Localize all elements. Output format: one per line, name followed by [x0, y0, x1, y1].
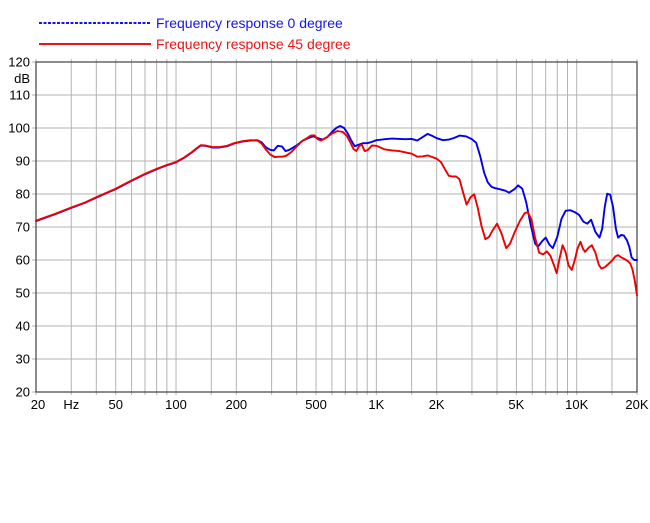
- x-tick-label: 20K: [625, 397, 648, 412]
- legend-line-0-degree-icon: [39, 22, 151, 24]
- legend-line-45-degree-icon: [39, 43, 151, 45]
- y-tick-label: 50: [16, 286, 30, 301]
- y-tick-label: 60: [16, 253, 30, 268]
- legend-item-45-degree: Frequency response 45 degree: [39, 36, 351, 52]
- legend-label-45-degree: Frequency response 45 degree: [156, 36, 351, 52]
- legend-item-0-degree: Frequency response 0 degree: [39, 15, 343, 31]
- x-tick-label: 500: [305, 397, 327, 412]
- x-tick-label: 20: [31, 397, 45, 412]
- y-tick-label: 30: [16, 352, 30, 367]
- x-tick-label: 100: [165, 397, 187, 412]
- x-tick-label: 200: [225, 397, 247, 412]
- y-tick-label: 70: [16, 220, 30, 235]
- x-tick-label: Hz: [63, 397, 79, 412]
- y-tick-label: 20: [16, 385, 30, 400]
- plot-border: [35, 61, 638, 393]
- x-tick-label: 10K: [565, 397, 588, 412]
- x-tick-label: 1K: [368, 397, 384, 412]
- curve-0-degree: [35, 125, 638, 261]
- legend-label-0-degree: Frequency response 0 degree: [156, 15, 343, 31]
- y-tick-label: 90: [16, 154, 30, 169]
- y-tick-label: 100: [8, 121, 30, 136]
- x-tick-label: 2K: [429, 397, 445, 412]
- y-tick-label: 80: [16, 187, 30, 202]
- y-tick-label: 110: [9, 88, 30, 103]
- curve-45-degree: [35, 130, 638, 297]
- x-tick-label: 50: [108, 397, 122, 412]
- y-tick-label: 40: [16, 319, 30, 334]
- y-axis-unit-label: dB: [14, 71, 30, 86]
- y-tick-label: 120: [8, 55, 30, 70]
- x-tick-label: 5K: [508, 397, 524, 412]
